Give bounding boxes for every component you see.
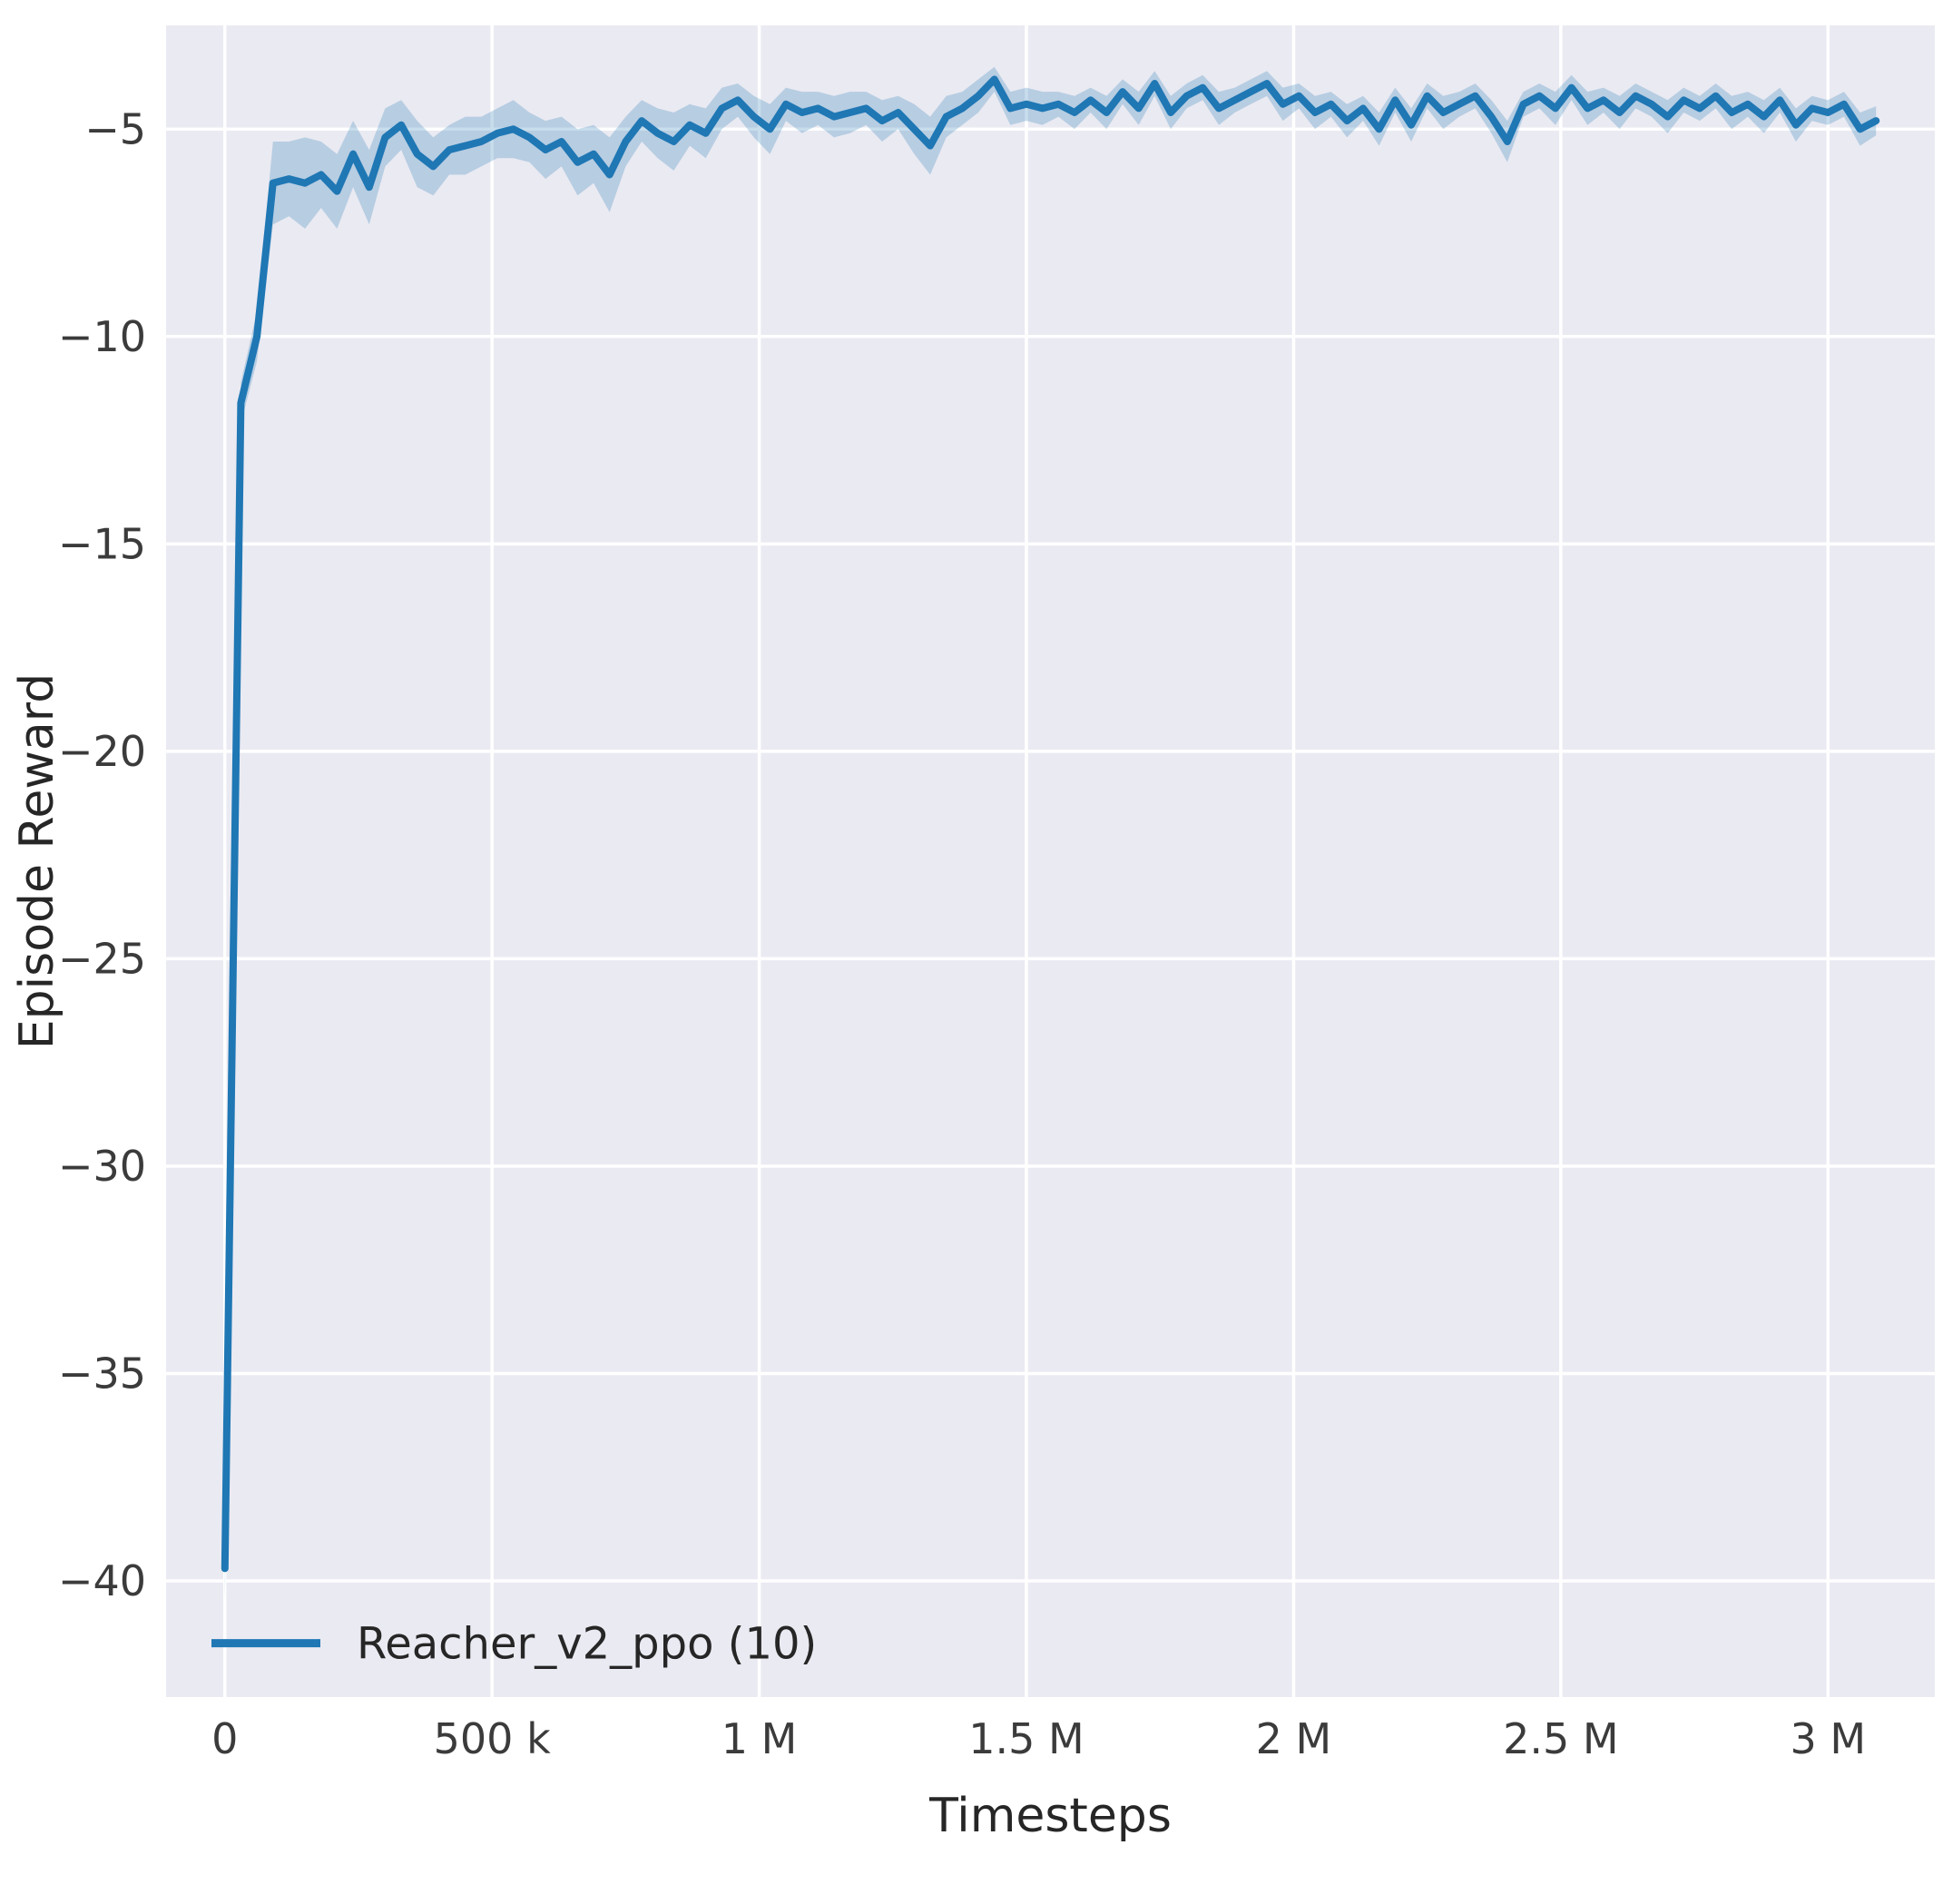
- y-tick-label: −35: [58, 1349, 146, 1398]
- series-line: [221, 75, 1880, 1573]
- series-polyline: [221, 75, 1880, 1573]
- y-tick-label: −10: [58, 312, 146, 361]
- y-tick-label: −15: [58, 519, 146, 568]
- x-tick-label: 3 M: [1790, 1714, 1866, 1763]
- legend-label: Reacher_v2_ppo (10): [357, 1619, 817, 1670]
- x-tick-label: 1.5 M: [968, 1714, 1084, 1763]
- y-axis-label: Episode Reward: [10, 673, 64, 1049]
- y-tick-label: −30: [58, 1142, 146, 1191]
- y-tick-label: −25: [58, 934, 146, 983]
- x-tick-label: 1 M: [721, 1714, 798, 1763]
- legend: Reacher_v2_ppo (10): [211, 1619, 817, 1670]
- x-tick-label: 0: [211, 1714, 238, 1763]
- y-tick-label: −20: [58, 727, 146, 776]
- gridlines: [166, 25, 1935, 1697]
- x-tick-label: 2.5 M: [1503, 1714, 1618, 1763]
- y-tick-labels: −5 −10 −15 −20 −25 −30 −35 −40: [58, 104, 146, 1605]
- plot-background: [166, 25, 1935, 1697]
- x-tick-label: 2 M: [1256, 1714, 1332, 1763]
- x-tick-labels: 0 500 k 1 M 1.5 M 2 M 2.5 M 3 M: [211, 1714, 1866, 1763]
- y-tick-label: −5: [84, 104, 146, 153]
- x-tick-label: 500 k: [434, 1714, 551, 1763]
- y-tick-label: −40: [58, 1556, 146, 1605]
- x-axis-label: Timesteps: [928, 1789, 1172, 1843]
